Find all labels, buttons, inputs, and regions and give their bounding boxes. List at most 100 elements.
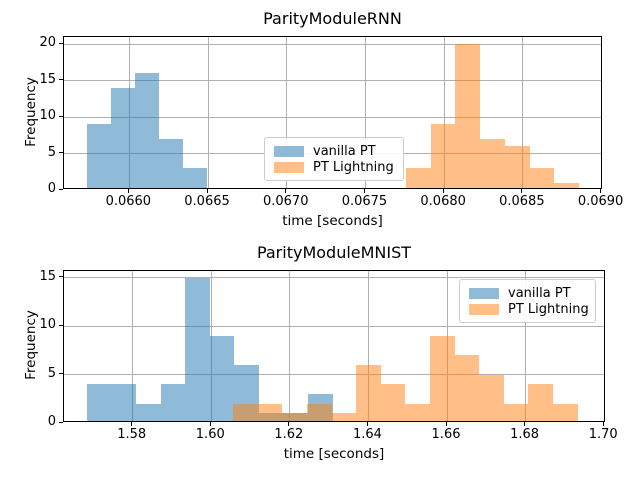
histogram-bar-pt-lightning (307, 403, 332, 421)
histogram-bar-pt-lightning (455, 44, 480, 188)
gridline (443, 37, 445, 188)
histogram-bar-pt-lightning (505, 146, 530, 188)
histogram-bar-pt-lightning (553, 403, 578, 421)
x-tick-label: 1.68 (510, 427, 540, 442)
gridline (207, 37, 209, 188)
x-tick (285, 189, 287, 193)
gridline (132, 271, 134, 421)
histogram-bar-pt-lightning (480, 139, 505, 188)
histogram-bar-pt-lightning (430, 335, 455, 421)
y-tick (59, 152, 63, 154)
histogram-bar-pt-lightning (332, 413, 356, 421)
x-tick-label: 1.58 (117, 427, 147, 442)
x-tick (288, 422, 290, 426)
histogram-bar-vanilla-pt (136, 403, 161, 421)
legend-swatch-pt-lightning (274, 161, 304, 173)
gridline (64, 80, 601, 82)
x-tick (602, 422, 604, 426)
legend-swatch-vanilla-pt (274, 145, 304, 157)
gridline (64, 325, 604, 327)
y-tick-label: 5 (47, 144, 56, 160)
histogram-bar-pt-lightning (479, 374, 504, 421)
axes-parity-module-rnn: ParityModuleRNN Frequency vanilla PT PT … (23, 10, 623, 230)
x-tick (131, 422, 133, 426)
y-tick (59, 42, 63, 44)
gridline (364, 37, 366, 188)
histogram-bar-pt-lightning (405, 403, 430, 421)
histogram-bar-pt-lightning (356, 364, 381, 421)
y-tick-label: 0 (47, 181, 56, 196)
legend-entry-pt-lightning: PT Lightning (274, 159, 394, 175)
x-tick-label: 1.66 (431, 427, 461, 442)
x-tick-label: 1.60 (195, 427, 225, 442)
x-tick-label: 0.0660 (105, 194, 152, 209)
x-tick (127, 189, 129, 193)
y-tick (59, 115, 63, 117)
x-tick (445, 422, 447, 426)
histogram-bar-pt-lightning (431, 124, 455, 188)
y-tick (59, 324, 63, 326)
histogram-bar-vanilla-pt (183, 168, 207, 188)
axes-parity-module-mnist: ParityModuleMNIST Frequency vanilla PT P… (23, 244, 618, 463)
x-tick-label: 0.0675 (341, 194, 388, 209)
legend-swatch-pt-lightning (469, 303, 499, 315)
x-axis-label: time [seconds] (283, 446, 385, 462)
x-tick (442, 189, 444, 193)
histogram-bar-vanilla-pt (161, 384, 185, 421)
histogram-bar-pt-lightning (554, 182, 579, 188)
chart-title: ParityModuleMNIST (256, 243, 412, 262)
plot-canvas (64, 271, 604, 421)
legend: vanilla PT PT Lightning (264, 137, 404, 181)
y-tick-label: 5 (47, 365, 56, 381)
legend-entry-vanilla-pt: vanilla PT (469, 285, 586, 301)
legend-label: PT Lightning (508, 301, 589, 317)
legend-label: vanilla PT (313, 143, 376, 159)
gridline (525, 271, 527, 421)
y-tick-label: 15 (39, 71, 56, 87)
x-axis-label: time [seconds] (282, 213, 383, 229)
y-tick-label: 0 (47, 414, 56, 429)
gridline (286, 37, 288, 188)
histogram-bar-pt-lightning (455, 355, 479, 421)
gridline (64, 374, 604, 376)
y-tick (59, 421, 63, 423)
plot-canvas (64, 37, 601, 188)
histogram-bar-vanilla-pt (87, 384, 112, 421)
x-tick-label: 1.64 (352, 427, 382, 442)
legend-entry-vanilla-pt: vanilla PT (274, 143, 394, 159)
legend-label: PT Lightning (313, 159, 394, 175)
chart-title: ParityModuleRNN (263, 9, 402, 28)
gridline (64, 277, 604, 279)
histogram-bar-vanilla-pt (185, 277, 210, 421)
histogram-bar-vanilla-pt (135, 73, 159, 188)
histogram-bar-pt-lightning (504, 403, 528, 421)
y-tick-label: 15 (39, 268, 56, 284)
x-tick (521, 189, 523, 193)
legend: vanilla PT PT Lightning (459, 279, 596, 323)
x-tick (209, 422, 211, 426)
legend-entry-pt-lightning: PT Lightning (469, 301, 589, 317)
histogram-bar-vanilla-pt (159, 139, 183, 188)
histogram-bar-pt-lightning (528, 384, 553, 421)
gridline (367, 271, 369, 421)
histogram-bar-vanilla-pt (111, 88, 135, 188)
legend-label: vanilla PT (508, 285, 571, 301)
gridline (289, 271, 291, 421)
x-tick (600, 189, 602, 193)
y-tick (59, 373, 63, 375)
x-tick-label: 0.0670 (262, 194, 309, 209)
x-tick (206, 189, 208, 193)
y-tick-label: 20 (39, 35, 56, 51)
gridline (64, 116, 601, 118)
histogram-bar-pt-lightning (406, 168, 431, 188)
x-tick-label: 1.70 (588, 427, 618, 442)
histogram-bar-pt-lightning (530, 168, 554, 188)
histogram-bar-vanilla-pt (87, 124, 111, 188)
plot-area: vanilla PT PT Lightning (63, 36, 602, 189)
x-tick-label: 0.0680 (420, 194, 466, 209)
histogram-bar-pt-lightning (381, 384, 405, 421)
y-tick (59, 79, 63, 81)
x-tick-label: 0.0690 (577, 194, 624, 209)
gridline (64, 43, 601, 45)
y-tick-label: 10 (39, 108, 56, 124)
